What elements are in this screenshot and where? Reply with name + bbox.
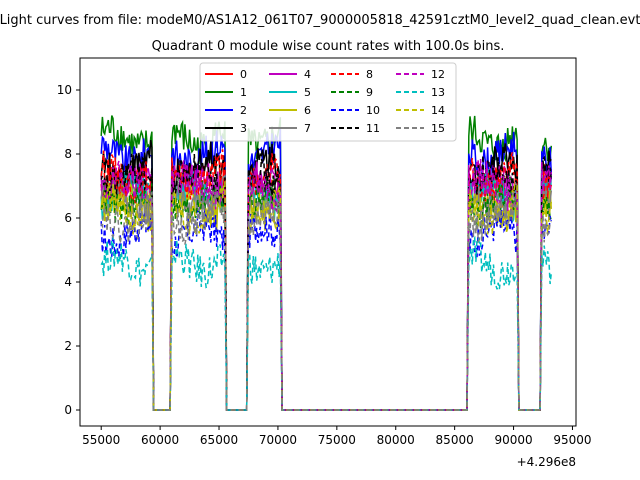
legend-label: 9 [366, 86, 373, 99]
legend-label: 0 [240, 68, 247, 81]
y-tick-label: 2 [64, 339, 72, 353]
x-tick-label: 95000 [553, 433, 591, 447]
x-tick-label: 75000 [318, 433, 356, 447]
series-line-2 [100, 128, 553, 411]
x-offset-label: +4.296e8 [517, 455, 576, 469]
legend-label: 5 [304, 86, 311, 99]
series-line-15 [100, 191, 552, 411]
x-tick-label: 70000 [259, 433, 297, 447]
x-axis: 55000 60000 65000 70000 75000 80000 85000 90000… [82, 426, 592, 447]
legend-label: 4 [304, 68, 311, 81]
legend-label: 11 [366, 122, 380, 135]
legend-label: 1 [240, 86, 247, 99]
series-line-10 [100, 206, 553, 411]
chart-title: Quadrant 0 module wise count rates with … [152, 39, 505, 54]
legend-box [199, 62, 457, 142]
legend-label: 14 [431, 104, 445, 117]
figure-suptitle: Light curves from file: modeM0/AS1A12_06… [0, 13, 640, 28]
legend-label: 3 [240, 122, 247, 135]
y-axis: 0 2 4 6 8 10 [57, 83, 80, 417]
x-tick-label: 65000 [200, 433, 238, 447]
legend-label: 12 [431, 68, 445, 81]
series-line-12 [100, 157, 553, 411]
x-tick-label: 80000 [377, 433, 415, 447]
legend-label: 10 [366, 104, 380, 117]
legend-label: 2 [240, 104, 247, 117]
y-tick-label: 6 [64, 211, 72, 225]
legend-label: 7 [304, 122, 311, 135]
series-line-13 [100, 235, 553, 411]
legend-label: 15 [431, 122, 445, 135]
plot-lines [100, 115, 553, 411]
x-tick-label: 60000 [141, 433, 179, 447]
legend-label: 13 [431, 86, 445, 99]
legend-label: 8 [366, 68, 373, 81]
x-tick-label: 85000 [436, 433, 474, 447]
series-line-11 [100, 153, 553, 411]
y-tick-label: 4 [64, 275, 72, 289]
y-tick-label: 8 [64, 147, 72, 161]
legend-label: 6 [304, 104, 311, 117]
series-line-6 [100, 178, 553, 411]
y-tick-label: 0 [64, 403, 72, 417]
y-tick-label: 10 [57, 83, 72, 97]
x-tick-label: 55000 [82, 433, 120, 447]
x-tick-label: 90000 [494, 433, 532, 447]
plot-frame [79, 57, 577, 427]
